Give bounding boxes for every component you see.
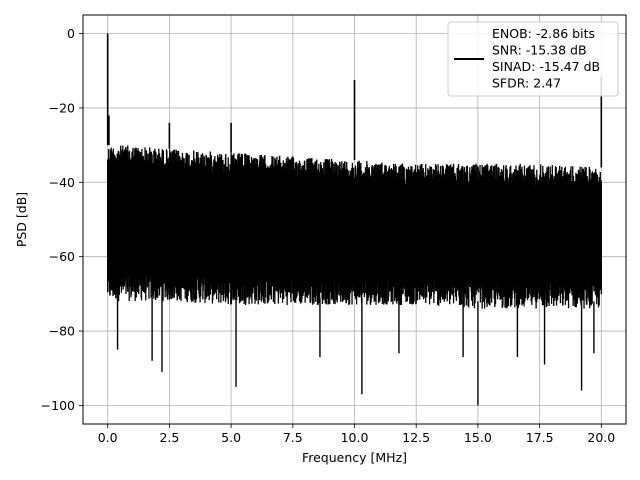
x-axis-label: Frequency [MHz] (302, 450, 407, 465)
legend-box (447, 21, 619, 97)
legend-sinad: SINAD: -15.47 dB (492, 59, 600, 74)
x-tick-label: 7.5 (283, 430, 303, 445)
x-tick-label: 17.5 (526, 430, 554, 445)
y-tick-label: −100 (41, 398, 75, 413)
x-tick-label: 12.5 (402, 430, 430, 445)
y-axis-label: PSD [dB] (14, 192, 29, 247)
noise-floor-trace (107, 145, 602, 309)
y-tick-label: 0 (67, 26, 75, 41)
ticks: 0.0 2.5 5.0 7.5 10.0 12.5 15.0 17.5 20.0 0 −20 −40 −… (41, 26, 616, 445)
legend-snr: SNR: -15.38 dB (492, 43, 587, 58)
x-tick-label: 5.0 (221, 430, 241, 445)
x-tick-label: 10.0 (341, 430, 369, 445)
legend: ENOB: -2.86 bits SNR: -15.38 dB SINAD: -… (447, 21, 619, 97)
x-tick-label: 20.0 (587, 430, 615, 445)
x-tick-label: 15.0 (464, 430, 492, 445)
y-tick-label: −20 (49, 100, 75, 115)
y-tick-label: −40 (49, 175, 75, 190)
legend-sfdr: SFDR: 2.47 (492, 76, 561, 91)
y-tick-label: −80 (49, 324, 75, 339)
x-tick-label: 0.0 (98, 430, 118, 445)
legend-enob: ENOB: -2.86 bits (492, 26, 595, 41)
x-tick-label: 2.5 (159, 430, 179, 445)
y-tick-label: −60 (49, 249, 75, 264)
